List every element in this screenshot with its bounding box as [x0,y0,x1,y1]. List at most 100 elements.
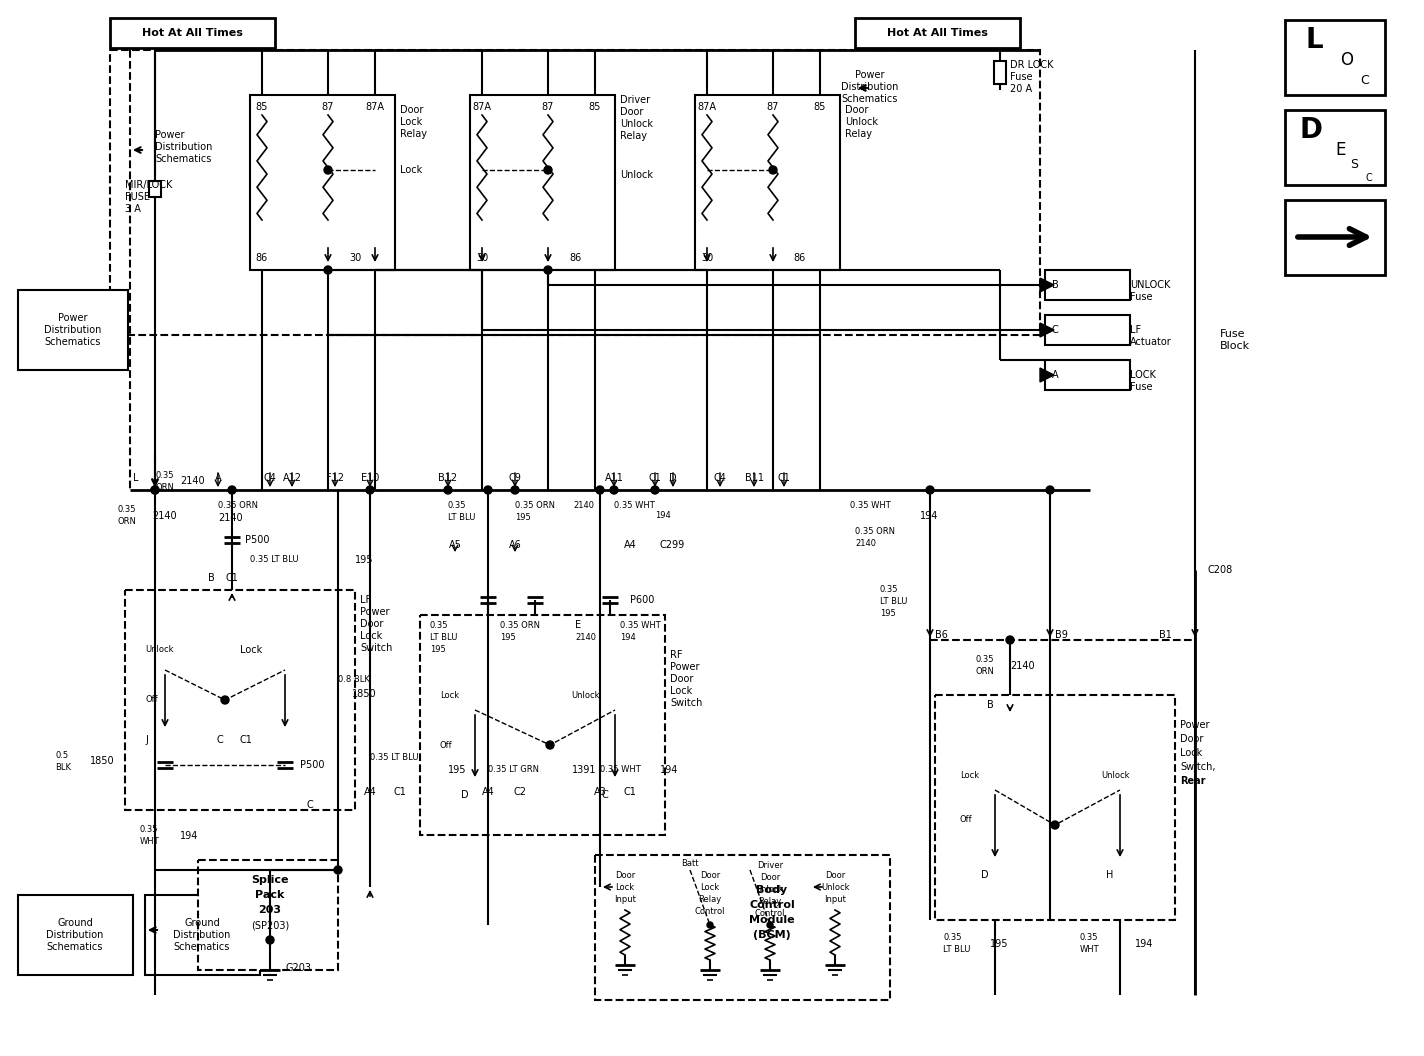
Text: 0.35: 0.35 [449,502,467,510]
Circle shape [544,266,553,274]
Text: 86: 86 [256,253,268,263]
Text: 0.5: 0.5 [56,751,68,759]
Text: C9: C9 [508,473,521,483]
Text: 0.35: 0.35 [118,506,137,514]
Text: ORN: ORN [155,483,174,491]
Text: 87: 87 [766,102,779,112]
Text: LT BLU: LT BLU [449,513,476,523]
Bar [1045,360,1131,390]
Text: RF: RF [671,650,682,660]
Text: Switch: Switch [360,643,393,653]
Text: Door: Door [360,619,383,629]
Text: 194: 194 [920,511,938,521]
Text: C1: C1 [241,735,253,744]
Text: Door: Door [400,105,423,115]
Text: P500: P500 [300,760,325,770]
Text: ORN: ORN [975,667,994,677]
Text: 0.35 LT BLU: 0.35 LT BLU [370,754,419,762]
Text: Schematics: Schematics [155,154,211,164]
Text: Off: Off [440,740,453,750]
Text: (SP203): (SP203) [251,920,289,930]
Text: 0.35 ORN: 0.35 ORN [515,502,555,510]
Text: Off: Off [960,815,973,825]
Bar [595,855,890,1000]
Text: B: B [1052,280,1059,290]
Text: 2140: 2140 [218,513,242,523]
Text: Door: Door [760,872,780,882]
Text: A5: A5 [449,540,461,550]
Text: A4: A4 [624,540,637,550]
Text: A6: A6 [508,540,521,550]
Text: P500: P500 [245,535,269,545]
Text: Fuse: Fuse [1010,72,1032,82]
Text: Hot At All Times: Hot At All Times [887,29,987,38]
Text: FUSE: FUSE [125,192,150,202]
Text: C: C [1360,74,1368,87]
Text: L: L [134,473,138,483]
Text: B11: B11 [745,473,763,483]
Text: 194: 194 [655,511,671,521]
Text: Power: Power [671,662,699,672]
Text: 2140: 2140 [152,511,177,521]
Text: C2: C2 [514,787,527,797]
Text: 0.35: 0.35 [1079,934,1098,943]
Bar [1284,200,1386,275]
Text: B: B [987,700,994,710]
Text: 0.35: 0.35 [140,826,158,834]
Text: LOCK: LOCK [1131,370,1156,380]
Text: Fuse: Fuse [1131,293,1152,302]
Text: C1: C1 [648,473,661,483]
Text: Relay: Relay [400,129,427,139]
Text: 195: 195 [880,609,896,619]
Text: 0.35 ORN: 0.35 ORN [218,502,258,510]
Circle shape [228,486,236,494]
Text: 87A: 87A [473,102,491,112]
Text: Pack: Pack [255,890,285,900]
Circle shape [769,166,778,174]
Text: Schematics: Schematics [842,94,899,103]
Text: 194: 194 [179,831,198,841]
Text: 87A: 87A [366,102,384,112]
Text: F12: F12 [326,473,345,483]
Text: Door: Door [844,105,869,115]
Bar [125,590,355,810]
Bar [251,95,394,270]
Circle shape [366,486,375,494]
Text: Unlock: Unlock [756,885,785,893]
Text: Lock: Lock [360,631,382,641]
Bar [110,50,1040,335]
Circle shape [325,166,332,174]
Text: 194: 194 [1135,939,1153,949]
Text: Module: Module [749,914,795,925]
Text: 0.35: 0.35 [880,585,899,595]
Bar [695,95,840,270]
Text: 85: 85 [588,102,601,112]
Text: 0.35: 0.35 [430,621,449,629]
Text: B6: B6 [936,630,948,640]
Text: Lock: Lock [400,117,423,127]
Text: J: J [145,735,148,744]
Text: 30: 30 [701,253,713,263]
Text: LT BLU: LT BLU [943,945,970,955]
Text: 195: 195 [515,513,531,523]
Bar [19,895,132,975]
Text: 30: 30 [349,253,362,263]
Text: A: A [1052,370,1058,380]
Text: Door: Door [615,870,635,880]
Text: Driver: Driver [758,861,783,869]
Text: Control: Control [755,908,785,918]
Text: 0.35 LT BLU: 0.35 LT BLU [251,555,299,565]
Text: Ground
Distribution
Schematics: Ground Distribution Schematics [174,919,231,951]
Circle shape [444,486,451,494]
Text: 195: 195 [990,939,1008,949]
Text: ORN: ORN [117,517,137,527]
Text: G203: G203 [285,963,310,973]
Circle shape [544,166,553,174]
Text: Driver: Driver [619,95,651,105]
Text: Door: Door [824,870,844,880]
Text: 0.8 BLK: 0.8 BLK [337,676,370,684]
Text: C208: C208 [1208,565,1233,576]
Text: C: C [306,800,313,810]
Text: Distribution: Distribution [842,82,899,92]
Text: B9: B9 [1055,630,1068,640]
